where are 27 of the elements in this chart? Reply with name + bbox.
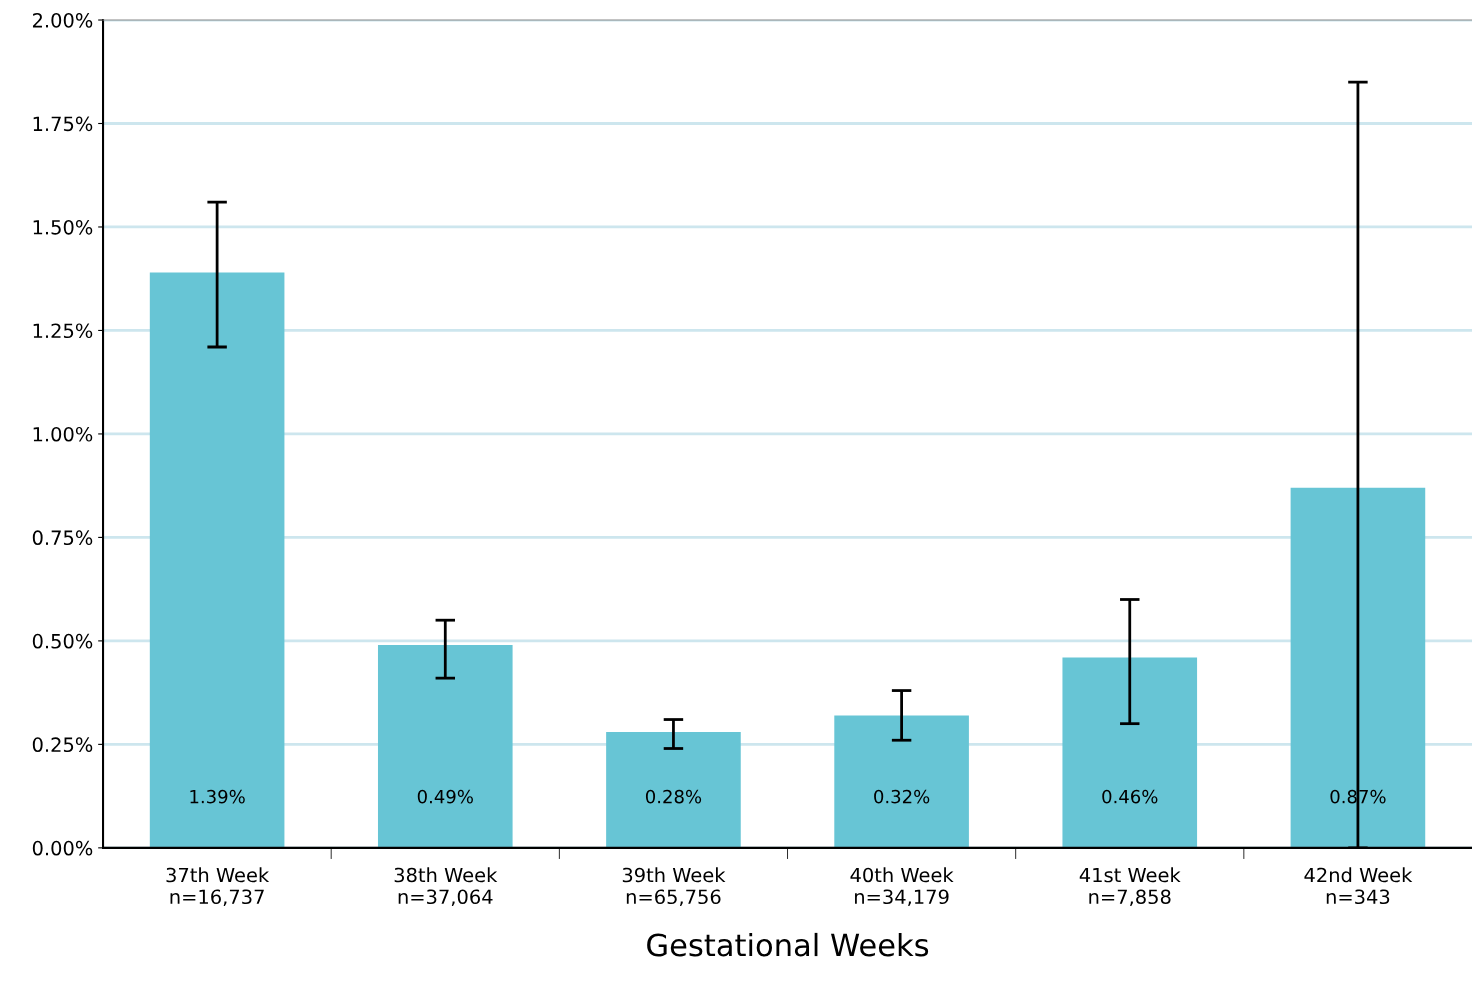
data-label: 0.46%: [1102, 789, 1158, 804]
y-tick-label: 0.75%: [32, 530, 93, 546]
x-axis-title: Gestational Weeks: [647, 932, 929, 957]
data-label: 0.28%: [645, 789, 702, 804]
bar: [1062, 657, 1198, 848]
bar: [377, 645, 513, 848]
y-tick-label: 0.25%: [32, 737, 93, 753]
y-tick-label: 1.75%: [33, 116, 93, 132]
data-label: 1.39%: [190, 789, 245, 804]
data-label: 0.49%: [417, 789, 473, 804]
y-tick-label: 2.00%: [32, 12, 93, 28]
y-tick-label: 1.25%: [33, 323, 93, 339]
bar: [606, 731, 741, 848]
y-tick-label: 1.50%: [33, 219, 93, 235]
data-label: 0.32%: [874, 789, 930, 804]
bar: [834, 715, 969, 848]
x-tick-label: 42nd Week n=343: [1304, 867, 1413, 905]
x-tick-label: 38th Week n=37,064: [394, 867, 498, 907]
y-tick-label: 0.50%: [32, 633, 93, 649]
x-tick-label: 37th Week n=16,737: [166, 867, 270, 907]
bar: [149, 272, 285, 848]
x-tick-label: 39th Week n=65,756: [622, 867, 726, 907]
y-tick-label: 1.00%: [33, 426, 93, 442]
x-tick-label: 40th Week n=34,179: [850, 867, 954, 907]
x-tick-label: 41st Week n=7,858: [1079, 867, 1181, 907]
bar: [1290, 487, 1426, 848]
y-tick-label: 0.00%: [32, 840, 93, 856]
